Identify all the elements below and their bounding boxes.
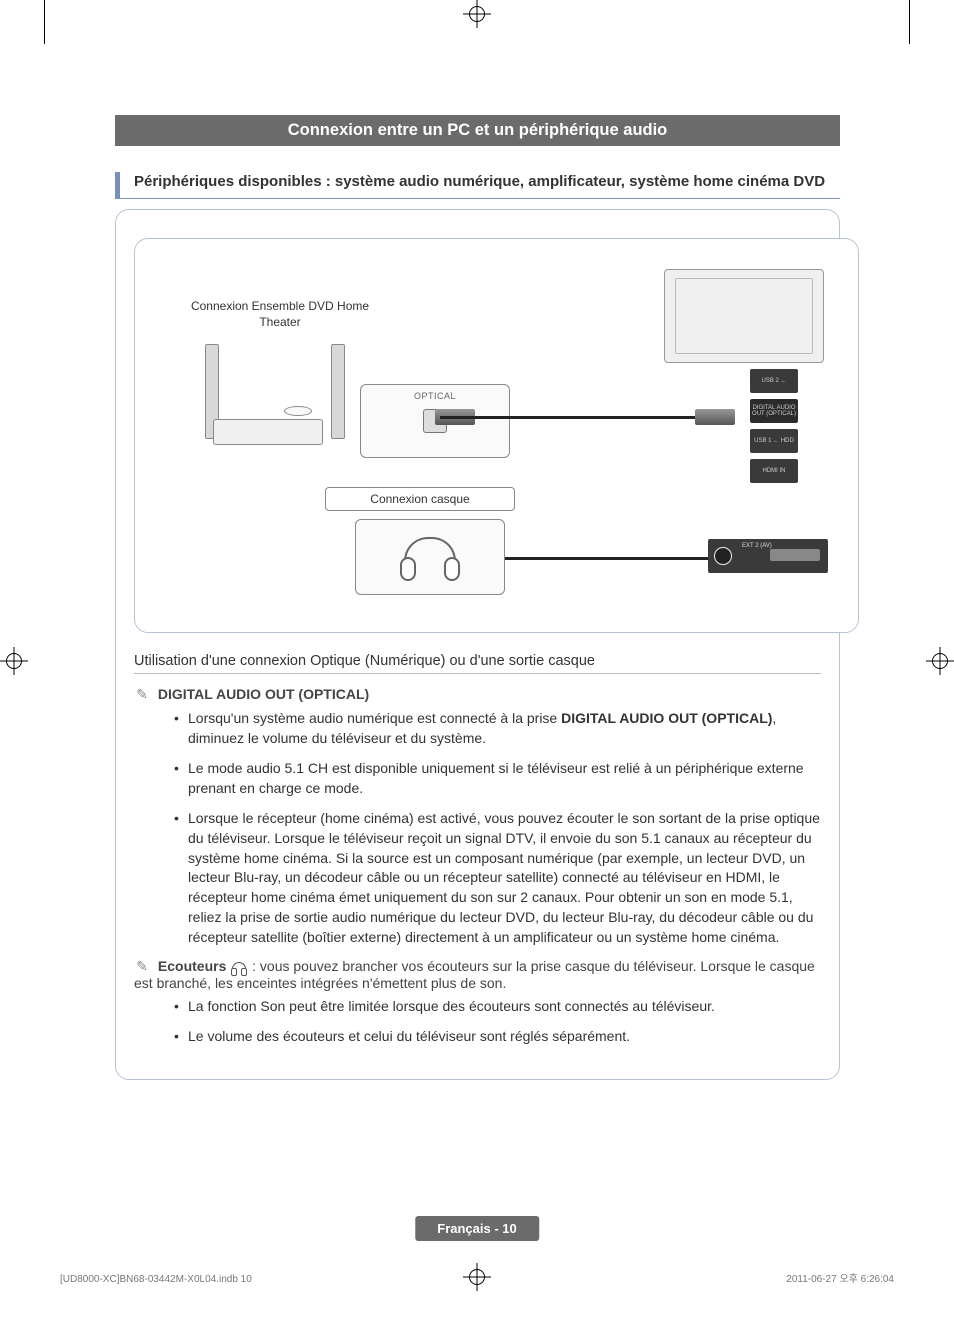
list-item: La fonction Son peut être limitée lorsqu… [174, 997, 821, 1017]
dvd-home-theater-label: Connexion Ensemble DVD Home Theater [190, 299, 370, 330]
ext2-slot-icon [770, 549, 820, 561]
speaker-icon [331, 344, 345, 439]
headphone-icon [400, 533, 460, 581]
headphone-cable-icon [505, 557, 730, 560]
headphone-icon [232, 962, 246, 972]
registration-mark-icon [4, 651, 24, 671]
note-icon: ✎ [134, 686, 150, 703]
list-item: Lorsqu'un système audio numérique est co… [174, 709, 821, 749]
subsection-title: Utilisation d'une connexion Optique (Num… [134, 653, 821, 674]
optical-heading-line: ✎ DIGITAL AUDIO OUT (OPTICAL) [134, 686, 821, 703]
list-item: Le mode audio 5.1 CH est disponible uniq… [174, 759, 821, 799]
ext2-panel-icon: EXT 2 (AV) [708, 539, 828, 573]
ext2-label: EXT 2 (AV) [742, 543, 772, 549]
list-item: Lorsque le récepteur (home cinéma) est a… [174, 809, 821, 948]
list-item: Le volume des écouteurs et celui du télé… [174, 1027, 821, 1047]
headphones-bullet-list: La fonction Son peut être limitée lorsqu… [174, 997, 821, 1047]
body-box: Connexion Ensemble DVD Home Theater OPTI… [115, 209, 840, 1079]
footer-timestamp: 2011-06-27 오후 6:26:04 [786, 1270, 894, 1285]
registration-mark-icon [930, 651, 950, 671]
optical-bullet-list: Lorsqu'un système audio numérique est co… [174, 709, 821, 948]
callout-box: Périphériques disponibles : système audi… [115, 172, 840, 199]
registration-mark-icon [467, 4, 487, 24]
note-icon: ✎ [134, 958, 150, 975]
hdmi-in-port-icon: HDMI IN [750, 459, 798, 483]
footer-file-info: [UD8000-XC]BN68-03442M-X0L04.indb 10 [60, 1274, 252, 1285]
crop-mark [44, 0, 45, 44]
list-item-text: Lorsqu'un système audio numérique est co… [188, 710, 776, 746]
registration-mark-icon [467, 1267, 487, 1287]
usb2-port-icon: USB 2 ← [750, 369, 798, 393]
optical-heading: DIGITAL AUDIO OUT (OPTICAL) [158, 686, 369, 702]
optical-cable-icon [440, 416, 730, 419]
crop-mark [909, 0, 910, 44]
page: Connexion entre un PC et un périphérique… [0, 0, 954, 1321]
headphones-heading: Ecouteurs [158, 958, 226, 974]
headphone-box [355, 519, 505, 595]
headphone-connection-label: Connexion casque [325, 487, 515, 511]
tv-port-column: USB 2 ← DIGITAL AUDIO OUT (OPTICAL) USB … [750, 369, 798, 489]
digital-audio-out-port-icon: DIGITAL AUDIO OUT (OPTICAL) [750, 399, 798, 423]
content-area: Connexion entre un PC et un périphérique… [115, 115, 840, 1080]
usb1-port-icon: USB 1 ← HDD [750, 429, 798, 453]
tv-icon [664, 269, 824, 363]
page-number-pill: Français - 10 [415, 1216, 539, 1241]
callout-text: Périphériques disponibles : système audi… [134, 172, 836, 192]
headphones-heading-line: ✎ Ecouteurs : vous pouvez brancher vos é… [134, 958, 821, 991]
optical-label: OPTICAL [361, 391, 509, 401]
headphone-jack-port-icon [714, 547, 732, 565]
dvd-player-icon [213, 419, 323, 445]
cable-connector-icon [695, 409, 735, 425]
connection-diagram: Connexion Ensemble DVD Home Theater OPTI… [134, 238, 859, 633]
section-title-bar: Connexion entre un PC et un périphérique… [115, 115, 840, 146]
